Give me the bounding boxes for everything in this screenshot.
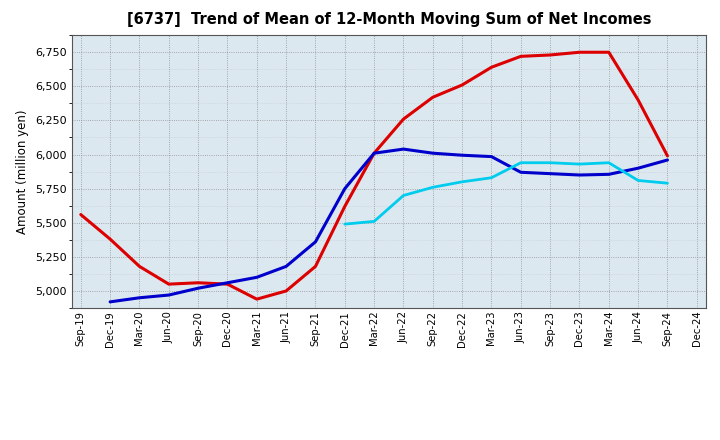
- 5 Years: [370, 150, 379, 156]
- 7 Years: [399, 193, 408, 198]
- 7 Years: [516, 160, 525, 165]
- 7 Years: [458, 179, 467, 184]
- 3 Years: [194, 280, 202, 286]
- 3 Years: [428, 95, 437, 100]
- 5 Years: [605, 172, 613, 177]
- 5 Years: [341, 186, 349, 191]
- Line: 3 Years: 3 Years: [81, 52, 667, 299]
- 5 Years: [164, 293, 173, 298]
- 7 Years: [605, 160, 613, 165]
- 3 Years: [135, 264, 144, 269]
- 5 Years: [428, 150, 437, 156]
- 5 Years: [458, 153, 467, 158]
- 5 Years: [106, 299, 114, 304]
- 5 Years: [282, 264, 290, 269]
- 7 Years: [428, 185, 437, 190]
- 5 Years: [399, 147, 408, 152]
- 5 Years: [194, 286, 202, 291]
- 3 Years: [605, 50, 613, 55]
- Title: [6737]  Trend of Mean of 12-Month Moving Sum of Net Incomes: [6737] Trend of Mean of 12-Month Moving …: [127, 12, 651, 27]
- 5 Years: [135, 295, 144, 301]
- 7 Years: [634, 178, 642, 183]
- 3 Years: [634, 97, 642, 103]
- 5 Years: [634, 165, 642, 171]
- 3 Years: [487, 65, 496, 70]
- Y-axis label: Amount (million yen): Amount (million yen): [17, 110, 30, 234]
- 3 Years: [164, 282, 173, 287]
- 3 Years: [341, 204, 349, 209]
- 7 Years: [487, 175, 496, 180]
- 5 Years: [663, 158, 672, 163]
- 3 Years: [76, 212, 85, 217]
- 3 Years: [575, 50, 584, 55]
- 3 Years: [663, 153, 672, 158]
- 3 Years: [399, 117, 408, 122]
- 5 Years: [253, 275, 261, 280]
- 3 Years: [458, 82, 467, 88]
- 5 Years: [575, 172, 584, 178]
- 7 Years: [370, 219, 379, 224]
- 3 Years: [106, 236, 114, 242]
- Line: 5 Years: 5 Years: [110, 149, 667, 302]
- 7 Years: [546, 160, 554, 165]
- 3 Years: [282, 288, 290, 293]
- 3 Years: [370, 150, 379, 156]
- 3 Years: [223, 282, 232, 287]
- Line: 7 Years: 7 Years: [345, 163, 667, 224]
- 5 Years: [487, 154, 496, 159]
- 3 Years: [516, 54, 525, 59]
- 7 Years: [341, 221, 349, 227]
- 3 Years: [546, 52, 554, 58]
- 5 Years: [223, 280, 232, 286]
- 5 Years: [311, 239, 320, 245]
- 7 Years: [663, 180, 672, 186]
- 7 Years: [575, 161, 584, 167]
- 3 Years: [311, 264, 320, 269]
- 5 Years: [546, 171, 554, 176]
- 5 Years: [516, 170, 525, 175]
- 3 Years: [253, 297, 261, 302]
